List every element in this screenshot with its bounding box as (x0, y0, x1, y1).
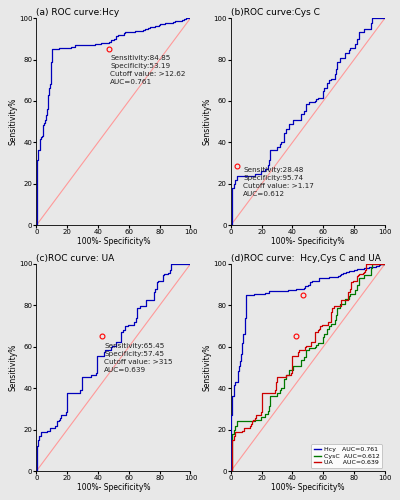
Y-axis label: Sensitivity%: Sensitivity% (8, 344, 17, 391)
Text: Sensitivity:28.48
Specificity:95.74
Cutoff value: >1.17
AUC=0.612: Sensitivity:28.48 Specificity:95.74 Cuto… (243, 168, 314, 198)
Text: (d)ROC curve:  Hcy,Cys C and UA: (d)ROC curve: Hcy,Cys C and UA (231, 254, 381, 263)
Y-axis label: Sensitivity%: Sensitivity% (203, 98, 212, 146)
X-axis label: 100%- Specificity%: 100%- Specificity% (77, 237, 150, 246)
Legend: Hcy   AUC=0.761, CysC  AUC=0.612, UA     AUC=0.639: Hcy AUC=0.761, CysC AUC=0.612, UA AUC=0.… (311, 444, 382, 468)
Text: Sensitivity:84.85
Specificity:53.19
Cutoff value: >12.62
AUC=0.761: Sensitivity:84.85 Specificity:53.19 Cuto… (110, 56, 186, 86)
Text: (c)ROC curve: UA: (c)ROC curve: UA (36, 254, 115, 263)
Text: (b)ROC curve:Cys C: (b)ROC curve:Cys C (231, 8, 320, 18)
X-axis label: 100%- Specificity%: 100%- Specificity% (271, 482, 345, 492)
Text: (a) ROC curve:Hcy: (a) ROC curve:Hcy (36, 8, 120, 18)
Y-axis label: Sensitivity%: Sensitivity% (203, 344, 212, 391)
Text: Sensitivity:65.45
Specificity:57.45
Cutoff value: >315
AUC=0.639: Sensitivity:65.45 Specificity:57.45 Cuto… (104, 342, 173, 372)
Y-axis label: Sensitivity%: Sensitivity% (8, 98, 17, 146)
X-axis label: 100%- Specificity%: 100%- Specificity% (77, 482, 150, 492)
X-axis label: 100%- Specificity%: 100%- Specificity% (271, 237, 345, 246)
